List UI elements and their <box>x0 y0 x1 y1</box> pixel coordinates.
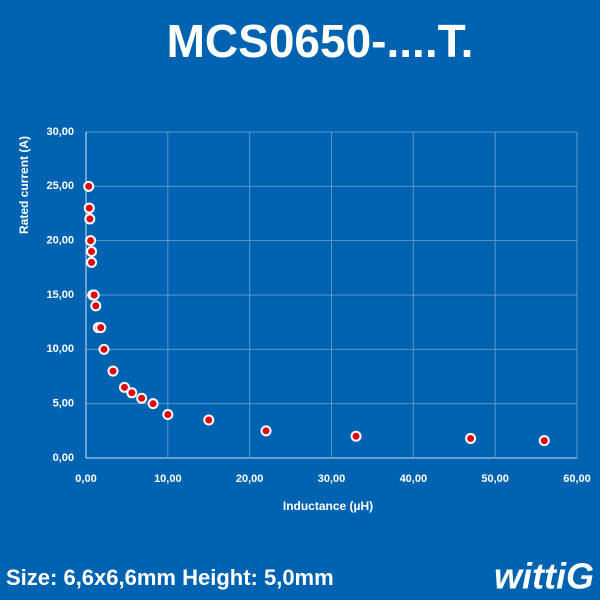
data-point <box>538 435 550 447</box>
y-tick-label: 0,00 <box>53 452 74 464</box>
data-point <box>83 202 95 214</box>
chart-title: MCS0650-....T. <box>167 15 474 67</box>
data-point <box>86 246 98 258</box>
y-tick-label: 15,00 <box>46 289 74 301</box>
footer: Size: 6,6x6,6mm Height: 5,0mm <box>6 565 334 590</box>
data-point <box>88 289 100 301</box>
y-tick-label: 30,00 <box>46 126 74 138</box>
x-tick-label: 0,00 <box>75 473 96 485</box>
y-tick-label: 20,00 <box>46 235 74 247</box>
data-point <box>85 235 97 247</box>
data-point <box>90 300 102 312</box>
data-point <box>126 387 138 399</box>
data-point <box>107 365 119 377</box>
data-point <box>86 256 98 268</box>
y-tick-label: 25,00 <box>46 180 74 192</box>
x-tick-label: 20,00 <box>236 473 264 485</box>
x-axis-label: Inductance (µH) <box>283 499 373 513</box>
data-point <box>162 409 174 421</box>
y-axis-label: Rated current (A) <box>17 136 31 234</box>
data-point <box>95 322 107 334</box>
x-tick-label: 30,00 <box>318 473 346 485</box>
data-point <box>136 392 148 404</box>
x-tick-label: 50,00 <box>481 473 509 485</box>
y-tick-label: 5,00 <box>53 398 74 410</box>
x-tick-label: 40,00 <box>400 473 428 485</box>
x-tick-label: 60,00 <box>563 473 591 485</box>
data-point <box>147 398 159 410</box>
data-point <box>83 180 95 192</box>
data-point <box>260 425 272 437</box>
data-point <box>98 343 110 355</box>
x-tick-label: 10,00 <box>154 473 182 485</box>
y-tick-label: 10,00 <box>46 343 74 355</box>
data-point <box>350 430 362 442</box>
logo: wittiG <box>494 556 594 597</box>
data-point <box>84 213 96 225</box>
data-point <box>118 381 130 393</box>
data-point <box>203 414 215 426</box>
data-point <box>465 432 477 444</box>
